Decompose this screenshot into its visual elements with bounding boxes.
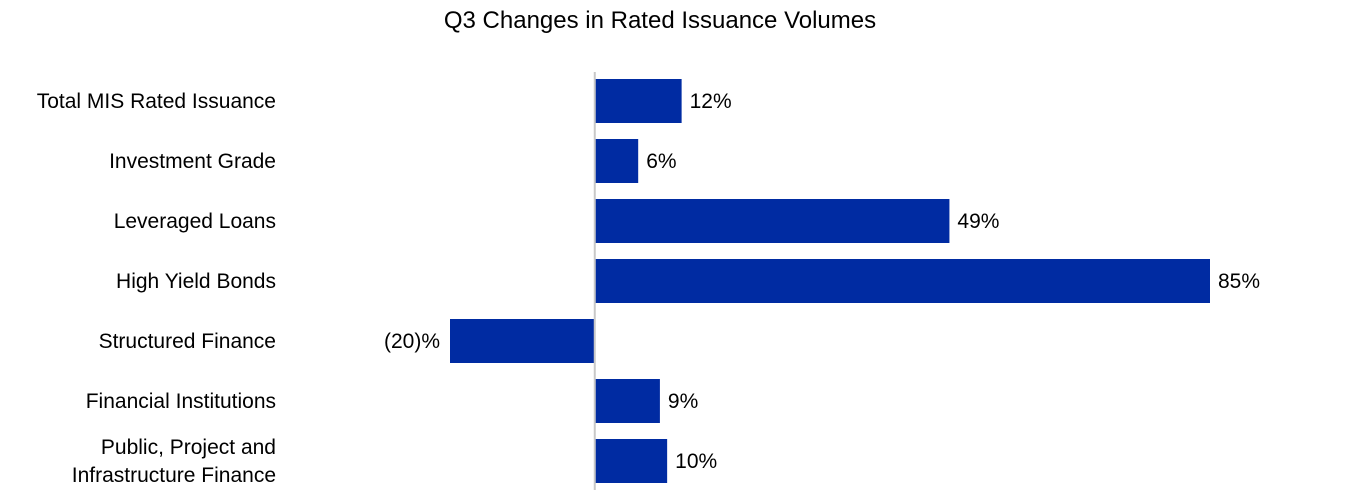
value-label-3: 85% [1218,270,1260,293]
bar-1 [594,139,639,183]
category-label-4: Structured Finance [99,330,276,353]
bar-2 [594,199,950,243]
bar-0 [594,79,682,123]
value-label-6: 10% [675,450,717,473]
chart-title: Q3 Changes in Rated Issuance Volumes [444,7,876,34]
bars-layer: 12% Total MIS Rated Issuance 6% Investment … [37,79,1260,487]
category-label-0: Total MIS Rated Issuance [37,90,276,113]
bar-3 [594,259,1210,303]
category-label-5: Financial Institutions [86,390,276,413]
category-label-2: Leveraged Loans [114,210,276,233]
value-label-1: 6% [646,150,676,173]
category-label-6-line-1: Infrastructure Finance [72,464,276,487]
value-label-0: 12% [690,90,732,113]
value-label-2: 49% [957,210,999,233]
category-label-6-line-0: Public, Project and [101,436,276,459]
bar-6 [594,439,668,483]
category-label-3: High Yield Bonds [116,270,276,293]
value-label-4: (20)% [384,330,440,353]
value-label-5: 9% [668,390,698,413]
bar-5 [594,379,660,423]
bar-4 [450,319,595,363]
category-label-1: Investment Grade [109,150,276,173]
